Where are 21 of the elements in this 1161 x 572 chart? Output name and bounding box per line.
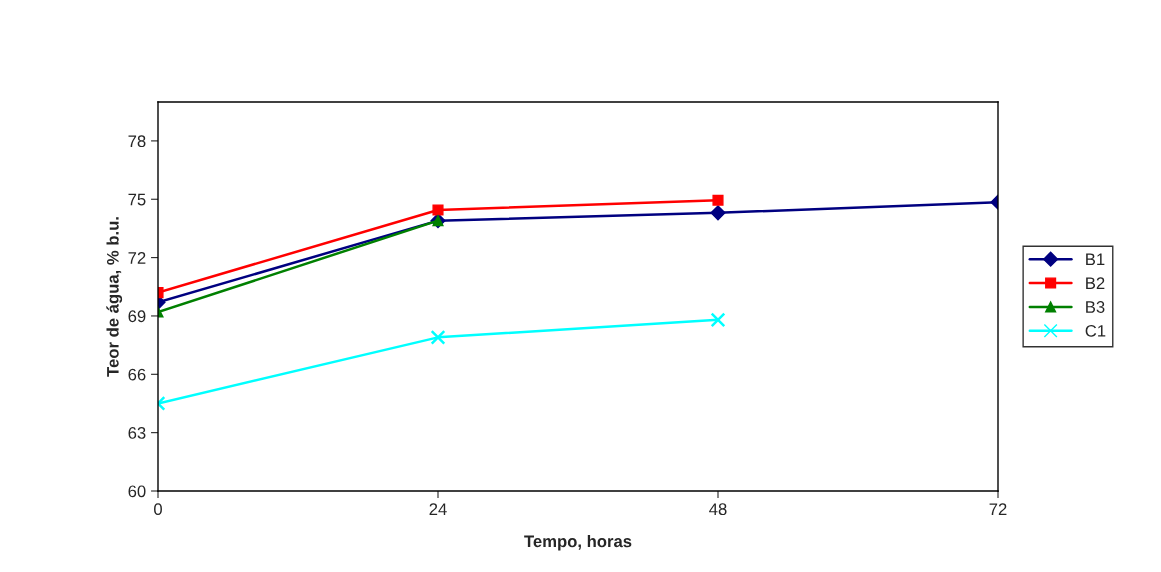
legend-label: B2 <box>1086 277 1105 289</box>
y-tick-label: 66 <box>128 368 146 381</box>
y-tick-label: 75 <box>128 193 146 206</box>
legend-label: B1 <box>1086 253 1105 266</box>
x-tick-label: 72 <box>989 503 1007 515</box>
point <box>432 204 444 216</box>
point <box>710 312 726 328</box>
y-tick-label: 63 <box>128 427 146 439</box>
y-tick-label: 60 <box>128 485 146 498</box>
point <box>712 194 724 206</box>
x-axis-title: Tempo, horas <box>524 535 632 551</box>
y-tick-label: 72 <box>128 252 146 264</box>
legend-label: B3 <box>1086 301 1105 313</box>
x-tick-label: 0 <box>154 503 162 516</box>
x-tick-label: 48 <box>709 503 727 516</box>
y-axis-title: Teor de água, % b.u. <box>106 217 123 377</box>
y-tick-label: 78 <box>128 135 146 148</box>
point <box>430 329 446 345</box>
y-tick-label: 69 <box>128 310 146 323</box>
x-tick-label: 24 <box>429 503 447 515</box>
legend-label: C1 <box>1085 324 1106 337</box>
